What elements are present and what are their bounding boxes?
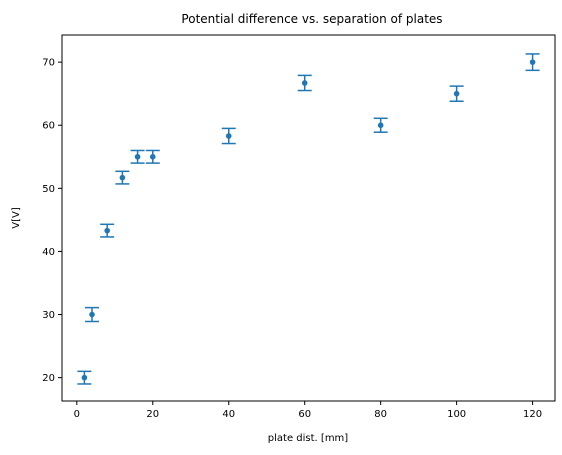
data-point-group — [130, 149, 145, 164]
x-tick-label: 0 — [74, 409, 80, 420]
data-point-group — [373, 117, 388, 133]
y-tick-label: 40 — [42, 247, 55, 258]
data-point-group — [297, 74, 312, 92]
data-point — [104, 227, 110, 234]
data-point — [225, 133, 232, 139]
data-point — [453, 90, 460, 97]
axes-frame — [61, 34, 556, 402]
data-point-group — [221, 127, 236, 145]
chart-title: Potential difference vs. separation of p… — [181, 12, 442, 26]
data-point — [377, 122, 384, 129]
y-tick-label: 60 — [42, 121, 55, 132]
data-point — [301, 80, 308, 86]
x-tick-label: 20 — [146, 409, 159, 420]
data-point-group — [100, 223, 115, 238]
data-point-group — [115, 170, 130, 185]
data-point-group — [85, 306, 100, 323]
y-tick-label: 50 — [42, 184, 55, 195]
x-axis-label: plate dist. [mm] — [268, 433, 349, 444]
data-point — [529, 59, 536, 65]
data-point-group — [77, 370, 92, 385]
y-tick-label: 20 — [42, 373, 55, 384]
plot-area — [77, 53, 540, 385]
x-tick-label: 120 — [523, 409, 542, 420]
data-point-group — [145, 149, 160, 164]
y-axis: 20 30 40 50 60 70 — [42, 58, 62, 384]
data-point — [89, 311, 95, 318]
data-point-group — [525, 53, 540, 72]
data-point-group — [449, 85, 464, 103]
x-axis: 0 20 40 60 80 100 120 — [74, 401, 542, 420]
y-tick-label: 70 — [42, 58, 55, 69]
data-point — [119, 174, 126, 181]
data-point — [134, 153, 141, 160]
x-tick-label: 40 — [222, 409, 235, 420]
data-point — [149, 153, 156, 160]
x-tick-label: 60 — [298, 409, 311, 420]
x-tick-label: 100 — [447, 409, 466, 420]
y-axis-label: V[V] — [11, 207, 22, 229]
y-tick-label: 30 — [42, 310, 55, 321]
x-tick-label: 80 — [374, 409, 387, 420]
data-point — [81, 374, 88, 381]
